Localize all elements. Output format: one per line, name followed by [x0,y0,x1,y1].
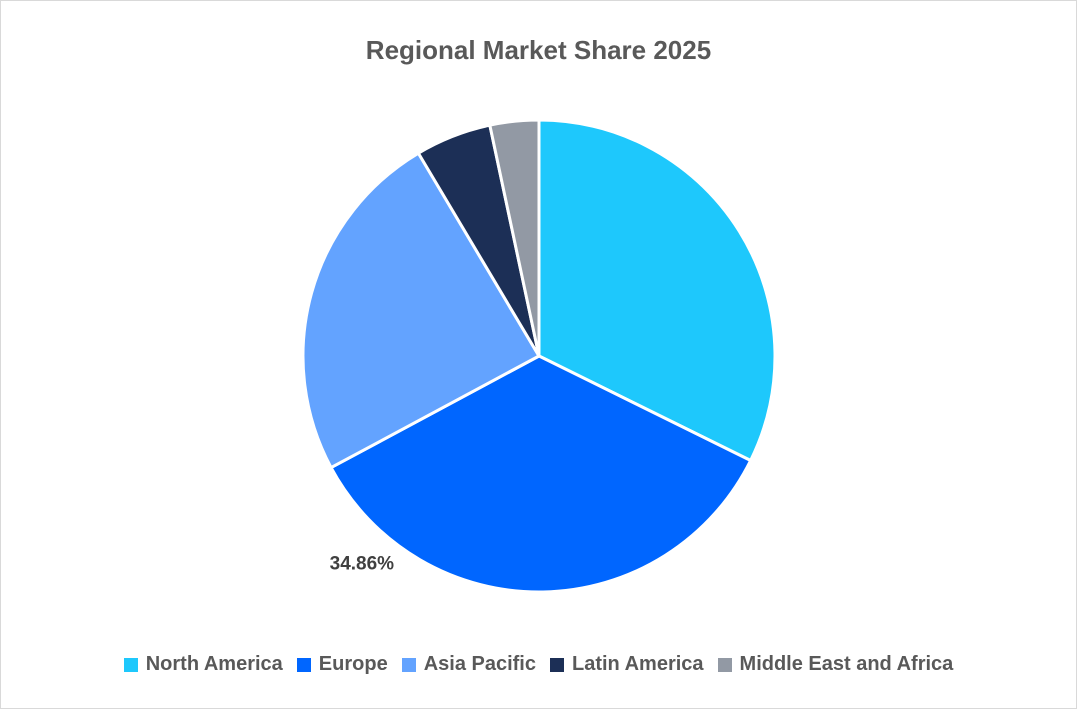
legend-label: Latin America [572,653,704,675]
legend-swatch [123,657,138,672]
data-label-europe: 34.86% [330,553,395,574]
legend-item-middle-east-and-africa: Middle East and Africa [717,653,954,676]
pie-slice-asia-pacific [301,151,541,470]
legend-label: Europe [318,653,388,675]
legend-swatch [550,657,564,672]
pie-slice-middle-east-and-africa [488,118,541,358]
legend-label: Middle East and Africa [739,653,954,675]
chart-title: Regional Market Share 2025 [365,35,712,65]
legend-item-europe: Europe [296,653,388,676]
legend-swatch [401,657,416,672]
legend-label: North America [145,653,283,675]
legend-label: Asia Pacific [423,653,536,675]
legend-item-asia-pacific: Asia Pacific [401,653,536,676]
legend-swatch [296,657,311,672]
legend-item-north-america: North America [123,653,283,676]
legend-swatch [717,657,732,672]
pie-slice-europe [329,354,753,594]
legend-item-latin-america: Latin America [550,653,704,676]
pie-slice-north-america [537,118,777,462]
chart-legend: North America Europe Asia Pacific Latin Ame… [1,653,1076,676]
